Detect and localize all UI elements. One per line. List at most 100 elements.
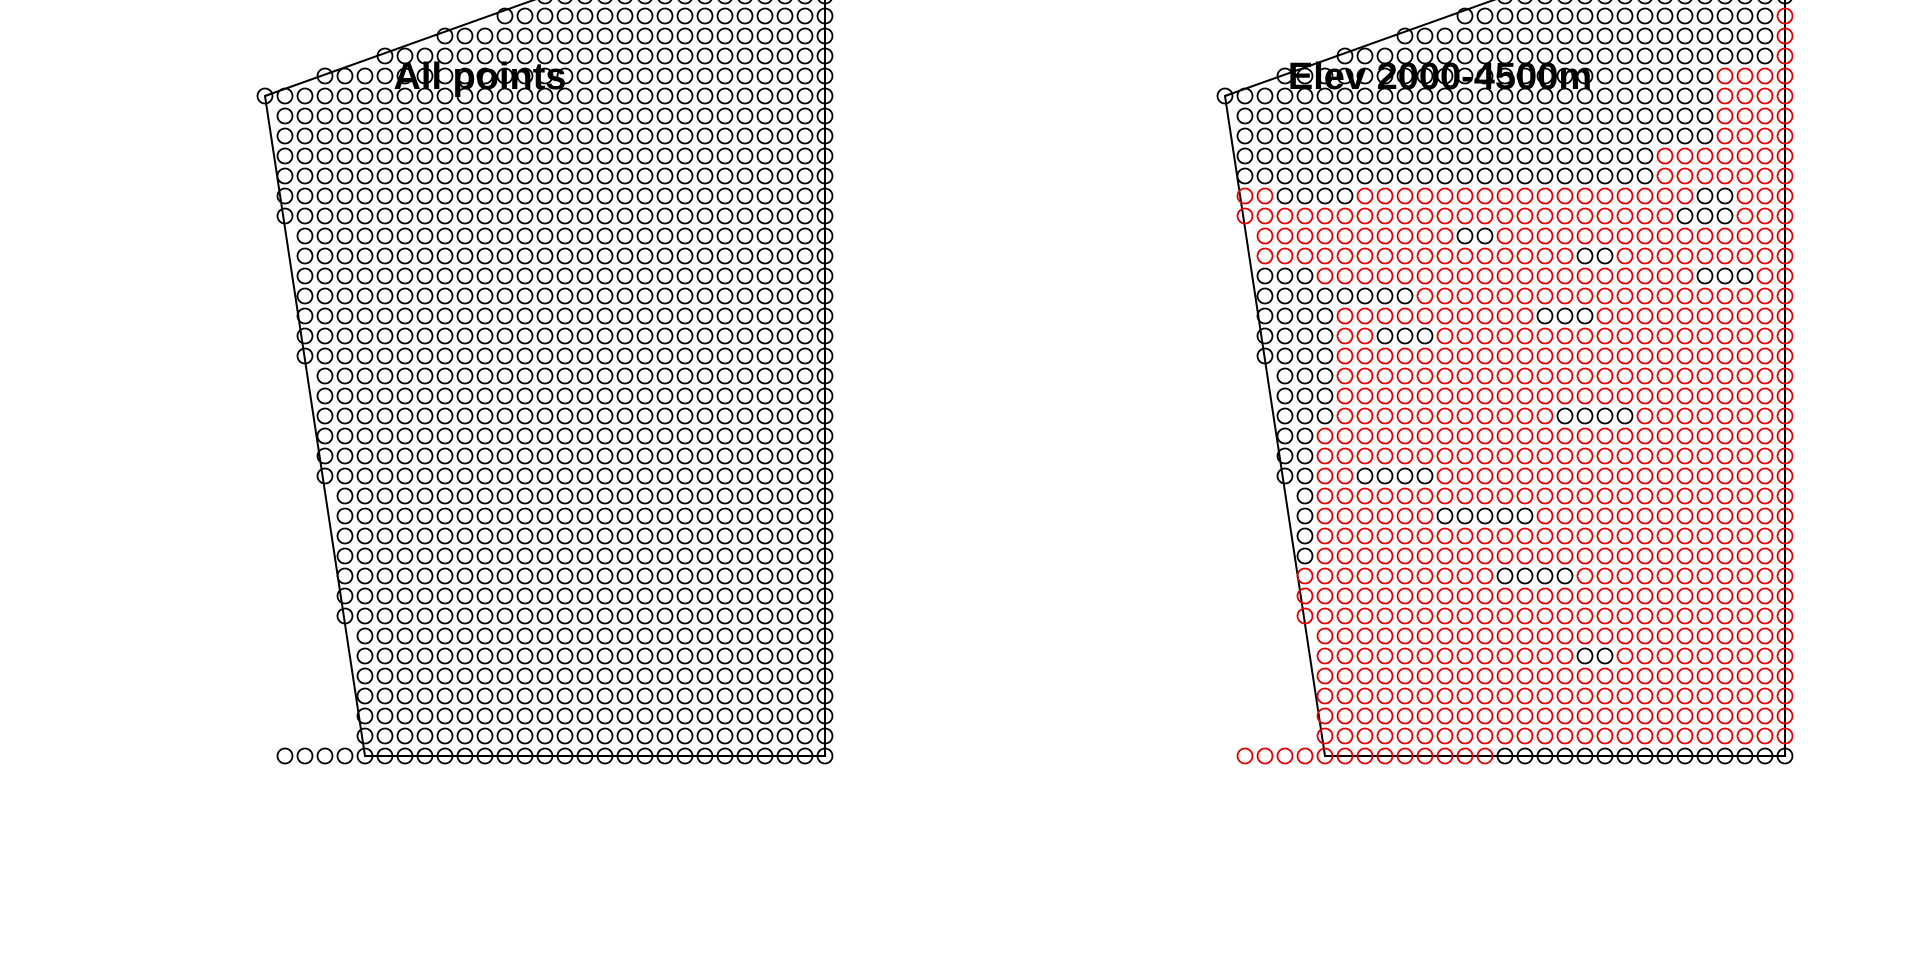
data-point [576, 567, 594, 585]
data-point-in-elevation-range [1756, 167, 1774, 185]
data-point [816, 287, 834, 305]
data-point-outside-elevation-range [1376, 327, 1394, 345]
data-point-in-elevation-range [1736, 247, 1754, 265]
data-point-in-elevation-range [1416, 587, 1434, 605]
data-point [356, 147, 374, 165]
data-point-in-elevation-range [1556, 727, 1574, 745]
data-point [376, 727, 394, 745]
data-point [376, 467, 394, 485]
data-point [436, 367, 454, 385]
data-point-outside-elevation-range [1416, 47, 1434, 65]
data-point [736, 147, 754, 165]
data-point [376, 207, 394, 225]
data-point-in-elevation-range [1716, 327, 1734, 345]
data-point-in-elevation-range [1736, 207, 1754, 225]
data-point [636, 207, 654, 225]
data-point [496, 407, 514, 425]
data-point-in-elevation-range [1496, 467, 1514, 485]
data-point-in-elevation-range [1696, 387, 1714, 405]
data-point [316, 407, 334, 425]
data-point-outside-elevation-range [1736, 27, 1754, 45]
data-point-in-elevation-range [1696, 487, 1714, 505]
data-point-outside-elevation-range [1396, 107, 1414, 125]
data-point [596, 287, 614, 305]
data-point-outside-elevation-range [1676, 7, 1694, 25]
data-point [676, 227, 694, 245]
data-point [536, 407, 554, 425]
data-point [516, 627, 534, 645]
data-point-in-elevation-range [1396, 447, 1414, 465]
data-point-outside-elevation-range [1356, 287, 1374, 305]
data-point-in-elevation-range [1576, 187, 1594, 205]
data-point-in-elevation-range [1496, 327, 1514, 345]
data-point [536, 347, 554, 365]
data-point-in-elevation-range [1676, 687, 1694, 705]
data-point-in-elevation-range [1656, 407, 1674, 425]
data-point-in-elevation-range [1616, 527, 1634, 545]
data-point-outside-elevation-range [1296, 387, 1314, 405]
data-point-in-elevation-range [1436, 527, 1454, 545]
data-point-in-elevation-range [1576, 707, 1594, 725]
data-point [756, 87, 774, 105]
data-point [657, 0, 673, 5]
data-point [476, 67, 494, 85]
data-point-outside-elevation-range [1316, 347, 1334, 365]
data-point-outside-elevation-range [1436, 67, 1454, 85]
data-point-in-elevation-range [1496, 367, 1514, 385]
data-point-in-elevation-range [1776, 447, 1794, 465]
data-point [736, 647, 754, 665]
data-point-outside-elevation-range [1596, 87, 1614, 105]
data-point-in-elevation-range [1456, 647, 1474, 665]
data-point [796, 347, 814, 365]
data-point-outside-elevation-range [1456, 127, 1474, 145]
data-point-in-elevation-range [1516, 487, 1534, 505]
data-point-outside-elevation-range [1616, 87, 1634, 105]
data-point-outside-elevation-range [1616, 147, 1634, 165]
data-point [696, 627, 714, 645]
data-point-in-elevation-range [1576, 587, 1594, 605]
data-point-in-elevation-range [1756, 427, 1774, 445]
data-point-in-elevation-range [1776, 307, 1794, 325]
data-point [596, 467, 614, 485]
data-point [556, 487, 574, 505]
data-point [717, 0, 733, 5]
data-point-in-elevation-range [1356, 487, 1374, 505]
data-point-in-elevation-range [1716, 127, 1734, 145]
data-point [756, 227, 774, 245]
data-point-in-elevation-range [1756, 187, 1774, 205]
data-point-in-elevation-range [1756, 647, 1774, 665]
data-point-in-elevation-range [1436, 287, 1454, 305]
data-point-outside-elevation-range [1596, 647, 1614, 665]
data-point-in-elevation-range [1676, 467, 1694, 485]
data-point-outside-elevation-range [1596, 167, 1614, 185]
data-point-in-elevation-range [1416, 507, 1434, 525]
data-point-outside-elevation-range [1316, 87, 1334, 105]
data-point-outside-elevation-range [1256, 167, 1274, 185]
data-point-in-elevation-range [1676, 427, 1694, 445]
data-point-in-elevation-range [1756, 547, 1774, 565]
data-point [476, 207, 494, 225]
data-point-in-elevation-range [1636, 447, 1654, 465]
data-point-outside-elevation-range [1676, 747, 1694, 765]
data-point-in-elevation-range [1356, 747, 1374, 765]
data-point [576, 147, 594, 165]
data-point-in-elevation-range [1636, 327, 1654, 345]
data-point [516, 667, 534, 685]
data-point [776, 187, 794, 205]
data-point-in-elevation-range [1316, 727, 1334, 745]
data-point [556, 367, 574, 385]
data-point [676, 47, 694, 65]
data-point [456, 247, 474, 265]
data-point [496, 327, 514, 345]
data-point [776, 427, 794, 445]
data-point [716, 647, 734, 665]
data-point [696, 707, 714, 725]
data-point [436, 67, 454, 85]
data-point [756, 187, 774, 205]
data-point-in-elevation-range [1776, 87, 1794, 105]
data-point [776, 407, 794, 425]
data-point-outside-elevation-range [1536, 747, 1554, 765]
data-point [696, 7, 714, 25]
data-point-in-elevation-range [1456, 267, 1474, 285]
data-point [737, 0, 753, 5]
